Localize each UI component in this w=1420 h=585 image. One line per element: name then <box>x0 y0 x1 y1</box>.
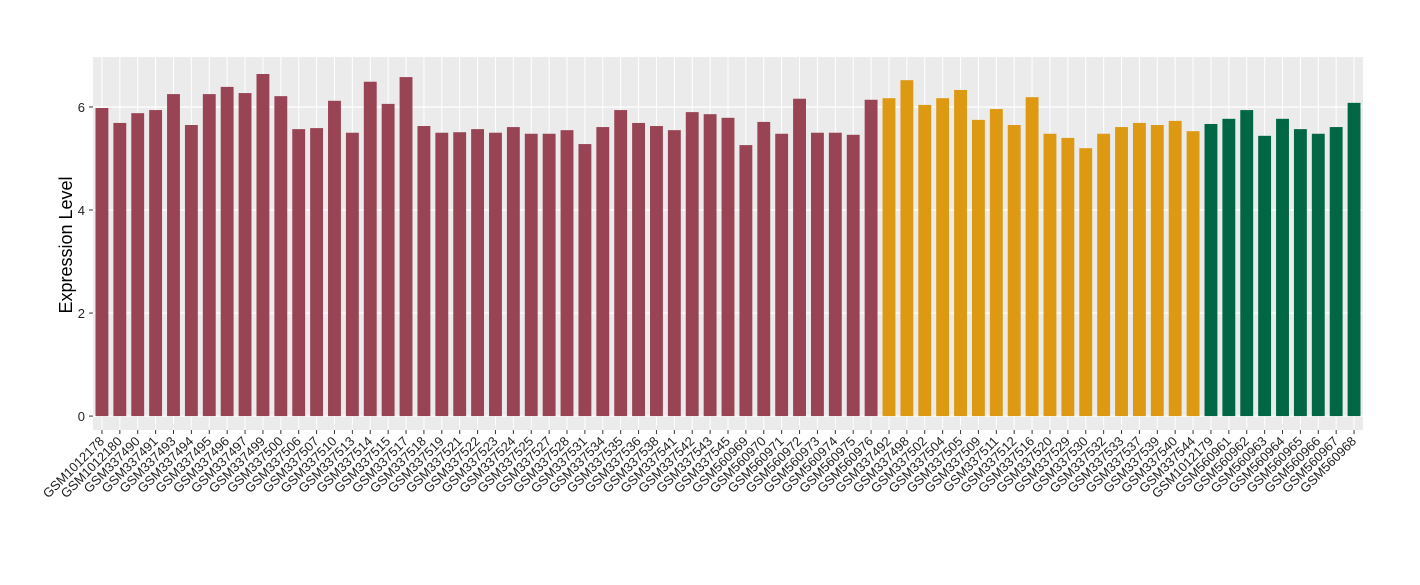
bar <box>256 74 270 417</box>
bar <box>453 132 467 417</box>
bar <box>1132 122 1146 417</box>
bar <box>220 86 234 417</box>
bar <box>381 103 395 417</box>
bar <box>1025 97 1039 417</box>
bar <box>775 133 789 417</box>
bar <box>238 93 252 417</box>
bar <box>1007 125 1021 417</box>
bar <box>667 130 681 417</box>
bar <box>1311 133 1325 417</box>
bar <box>167 94 180 417</box>
bar <box>1240 110 1254 417</box>
bar <box>1186 131 1200 417</box>
bar <box>274 96 288 417</box>
bar <box>489 132 502 417</box>
y-tick-label: 2 <box>78 306 85 321</box>
bar <box>685 112 699 417</box>
bar <box>954 89 967 417</box>
bar <box>417 126 431 417</box>
bar <box>399 77 413 417</box>
bar <box>328 100 341 417</box>
bar <box>1293 129 1307 417</box>
bar <box>560 130 574 417</box>
bar <box>1115 127 1128 417</box>
bar <box>1061 137 1075 417</box>
bar <box>184 125 198 417</box>
bar <box>131 113 145 417</box>
bar <box>810 132 824 417</box>
bar <box>345 132 359 417</box>
bar <box>363 81 377 417</box>
bar <box>918 104 932 417</box>
bar <box>202 94 216 417</box>
bar <box>542 133 556 417</box>
bar <box>793 98 806 417</box>
bar <box>936 98 950 417</box>
bar <box>524 133 538 417</box>
bar <box>506 127 520 417</box>
bar <box>882 98 896 417</box>
y-tick-label: 6 <box>78 100 85 115</box>
bar <box>1168 120 1182 417</box>
bar <box>435 132 449 417</box>
bar <box>1079 148 1093 417</box>
bar <box>846 134 860 417</box>
y-axis-title: Expression Level <box>56 176 76 313</box>
bar <box>1204 123 1218 417</box>
bar <box>95 108 109 417</box>
bar <box>1329 127 1343 417</box>
bar <box>1347 102 1361 417</box>
bar <box>703 114 717 417</box>
bar <box>1097 133 1111 417</box>
bar <box>721 117 735 417</box>
bar <box>757 121 771 417</box>
bar <box>1222 118 1236 417</box>
bar <box>828 132 842 417</box>
bar <box>1258 135 1272 417</box>
bar <box>471 129 485 417</box>
bar <box>113 122 127 417</box>
bar <box>596 127 610 417</box>
y-tick-label: 0 <box>78 409 85 424</box>
bar <box>739 145 753 417</box>
bar <box>1150 125 1164 417</box>
bar <box>864 99 878 417</box>
bar <box>971 119 985 417</box>
bar <box>989 109 1003 417</box>
bar <box>614 110 628 417</box>
bar <box>900 80 914 417</box>
bar <box>650 126 663 417</box>
bar <box>1276 118 1289 417</box>
bar <box>310 128 324 417</box>
bar <box>1043 133 1057 417</box>
bar <box>292 129 306 417</box>
bar <box>632 122 646 417</box>
bar <box>149 110 163 417</box>
y-tick-label: 4 <box>78 203 85 218</box>
bar <box>578 144 592 417</box>
